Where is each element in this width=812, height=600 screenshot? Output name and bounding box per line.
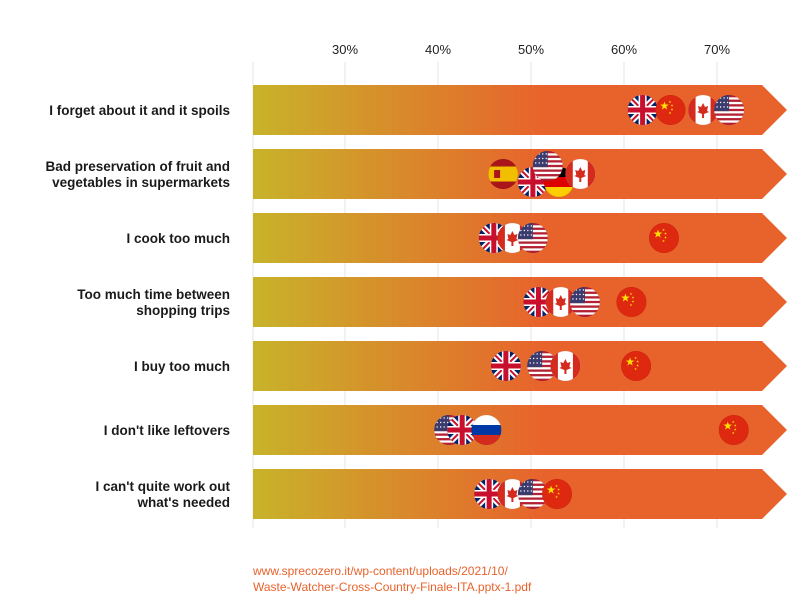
category-label: shopping trips xyxy=(136,303,230,318)
flag-china-marker xyxy=(718,414,749,445)
category-label: I can't quite work out xyxy=(96,479,231,494)
flag-china-marker xyxy=(655,95,686,126)
flag-canada-marker xyxy=(688,95,719,126)
category-label: I forget about it and it spoils xyxy=(49,103,230,118)
category-bar xyxy=(253,149,787,199)
flag-usa-marker xyxy=(714,95,745,126)
flag-uk-marker xyxy=(523,286,554,317)
flag-uk-marker xyxy=(627,95,658,126)
x-axis-ticks: 30% 40% 50% 60% 70% xyxy=(332,42,730,57)
category-label: vegetables in supermarkets xyxy=(52,175,230,190)
flag-canada-marker xyxy=(565,159,596,190)
flag-uk-marker xyxy=(490,350,521,381)
flag-usa-marker xyxy=(532,151,563,182)
flag-china-marker xyxy=(648,223,679,254)
category-label: I cook too much xyxy=(126,231,230,246)
category-bar xyxy=(253,85,787,135)
category-labels: I forget about it and it spoils Bad prese… xyxy=(45,103,230,510)
x-tick-label: 30% xyxy=(332,42,358,57)
category-label: I buy too much xyxy=(134,359,230,374)
x-tick-label: 60% xyxy=(611,42,637,57)
flag-uk-marker xyxy=(447,414,478,445)
source-line-1: www.sprecozero.it/wp-content/uploads/202… xyxy=(253,564,508,578)
flag-usa-marker xyxy=(569,286,600,317)
flag-china-marker xyxy=(621,350,652,381)
flag-spain-marker xyxy=(488,159,519,190)
category-bar xyxy=(253,405,787,455)
chart: 30% 40% 50% 60% 70% I forget about it and it… xyxy=(45,42,787,528)
source-link[interactable]: www.sprecozero.it/wp-content/uploads/202… xyxy=(253,563,531,595)
flag-russia-marker xyxy=(471,414,502,445)
flag-china-marker xyxy=(616,286,647,317)
category-label: I don't like leftovers xyxy=(104,423,230,438)
flag-usa-marker xyxy=(517,478,548,509)
x-tick-label: 70% xyxy=(704,42,730,57)
category-bar xyxy=(253,277,787,327)
source-line-2: Waste-Watcher-Cross-Country-Finale-ITA.p… xyxy=(253,580,532,594)
country-flags xyxy=(434,95,749,509)
flag-usa-marker xyxy=(517,223,548,254)
flag-china-marker xyxy=(542,478,573,509)
category-label: what's needed xyxy=(137,495,230,510)
flag-uk-marker xyxy=(474,478,505,509)
x-tick-label: 50% xyxy=(518,42,544,57)
category-label: Too much time between xyxy=(77,287,230,302)
x-tick-label: 40% xyxy=(425,42,451,57)
category-bars xyxy=(253,85,787,519)
flag-canada-marker xyxy=(550,350,581,381)
category-label: Bad preservation of fruit and xyxy=(45,159,230,174)
